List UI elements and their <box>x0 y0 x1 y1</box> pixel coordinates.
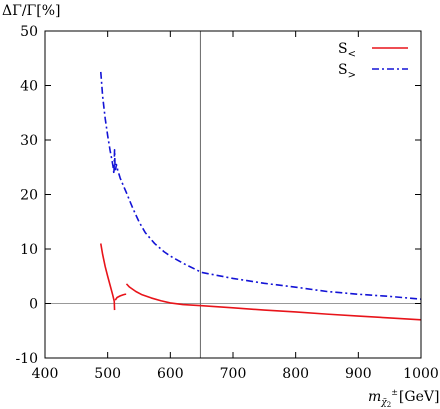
y-tick-label: -10 <box>15 351 38 367</box>
y-tick-label: 20 <box>20 188 38 204</box>
legend-label-main: S <box>338 41 348 57</box>
x-axis-title-sub-index: 2 <box>387 401 391 409</box>
y-tick-label: 50 <box>20 24 38 40</box>
y-tick-label: 30 <box>20 133 38 149</box>
x-axis-title-main: m <box>368 389 381 405</box>
x-tick-label: 600 <box>157 366 184 382</box>
x-tick-label: 900 <box>345 366 372 382</box>
legend-label-2: S> <box>338 62 356 81</box>
x-axis-title: mχ̃2±[GeV] <box>368 388 439 409</box>
series-line-2-segment-1 <box>99 71 422 300</box>
x-tick-label: 700 <box>220 366 247 382</box>
x-tick-label: 400 <box>32 366 59 382</box>
series-line-1-segment-3 <box>125 283 422 321</box>
series-group <box>99 71 422 321</box>
series-line-1-segment-1 <box>99 243 116 311</box>
plot-area <box>45 31 421 358</box>
y-axis-title: ΔΓ/Γ[%] <box>2 3 60 19</box>
legend-label-1: S< <box>338 41 356 60</box>
y-tick-label: 0 <box>29 297 38 313</box>
x-axis-title-sub: χ̃ <box>380 397 387 408</box>
legend-label-sub: < <box>348 49 356 60</box>
x-tick-label: 500 <box>94 366 121 382</box>
legend-label-sub: > <box>348 70 356 81</box>
legend: S<S> <box>338 41 408 81</box>
x-axis-title-sup: ± <box>391 388 398 397</box>
series-line-1-segment-2 <box>114 293 127 301</box>
y-tick-label: 40 <box>20 79 38 95</box>
x-tick-label: 1000 <box>403 366 439 382</box>
plot-frame <box>44 30 422 359</box>
axis-ticks: 400 500 600 700 800 900 1000 -10 0 10 20 30 40 50 <box>15 24 438 382</box>
y-tick-label: 10 <box>20 242 38 258</box>
x-axis-title-unit: [GeV] <box>399 389 440 405</box>
x-tick-label: 800 <box>282 366 309 382</box>
legend-label-main: S <box>338 62 348 78</box>
